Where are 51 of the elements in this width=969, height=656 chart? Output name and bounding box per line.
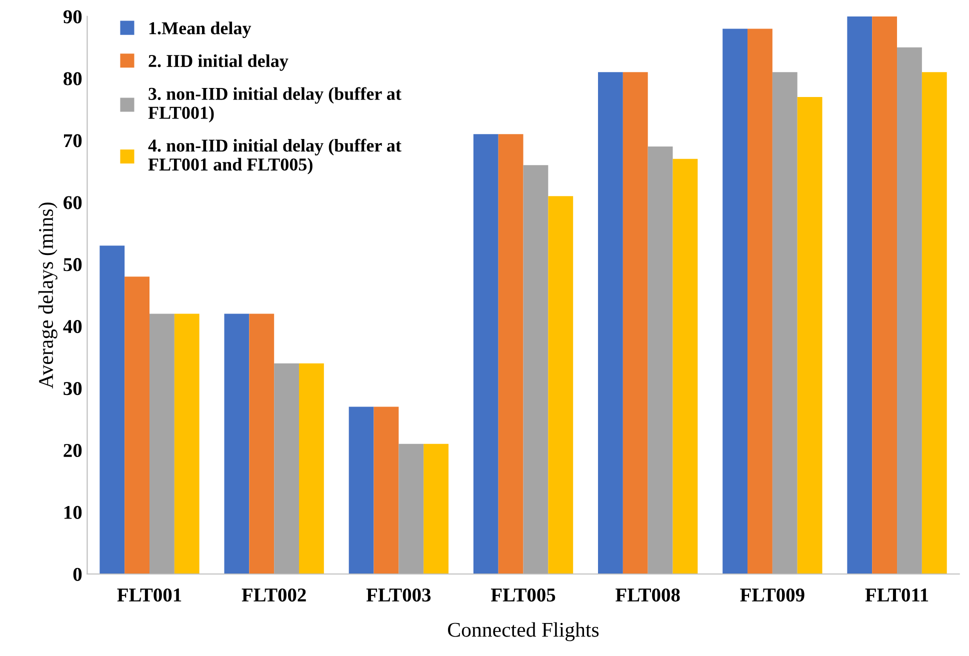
x-tick-label: FLT011	[865, 588, 928, 602]
legend-label: 4. non-IID initial delay (buffer at FLT001 and FLT005)	[148, 138, 402, 174]
bar	[797, 96, 822, 574]
bar	[598, 72, 623, 574]
bar	[722, 28, 748, 574]
x-tick-label: FLT008	[616, 588, 680, 602]
bar	[299, 363, 324, 574]
x-tick-label: FLT005	[490, 588, 556, 602]
bar	[498, 134, 524, 574]
y-tick-label: 80	[64, 72, 82, 86]
bar	[174, 314, 200, 574]
y-tick-label: 60	[64, 196, 82, 210]
bar	[922, 72, 947, 574]
bar	[872, 16, 898, 574]
bar	[100, 246, 125, 574]
bar	[523, 165, 548, 574]
bar	[348, 406, 374, 574]
bar	[897, 47, 922, 574]
x-tick-label: FLT003	[366, 588, 431, 602]
bar	[249, 314, 274, 574]
bar	[772, 72, 798, 574]
y-tick-label: 40	[63, 320, 82, 334]
x-tick-label: FLT001	[117, 588, 182, 602]
bar	[847, 16, 872, 574]
bar	[672, 158, 698, 574]
legend-label: 2. IID initial delay	[148, 54, 288, 71]
y-tick-label: 50	[64, 258, 82, 272]
x-tick-label: FLT009	[740, 588, 804, 602]
bar	[473, 134, 498, 574]
bar	[150, 314, 174, 574]
y-tick-label: 70	[64, 134, 82, 148]
y-tick-label: 90	[63, 10, 82, 24]
bar	[374, 406, 399, 574]
bar	[648, 146, 673, 574]
y-axis-title: Average delays (mins)	[38, 202, 58, 389]
bar	[124, 276, 150, 574]
bar	[622, 72, 648, 574]
y-tick-label: 30	[64, 382, 82, 396]
bar	[748, 28, 772, 574]
bar	[424, 444, 449, 574]
y-tick-label: 10	[64, 506, 82, 519]
y-tick-label: 0	[73, 568, 82, 581]
x-axis-title: Connected Flights	[448, 622, 599, 642]
bar	[224, 314, 250, 574]
bar	[274, 363, 300, 574]
legend-label: 3. non-IID initial delay (buffer at FLT001)	[148, 87, 402, 123]
x-tick-label: FLT002	[242, 588, 306, 602]
y-tick-label: 20	[64, 444, 82, 458]
bar	[548, 196, 574, 574]
bar	[398, 444, 424, 574]
legend-label: 1.Mean delay	[149, 22, 252, 38]
